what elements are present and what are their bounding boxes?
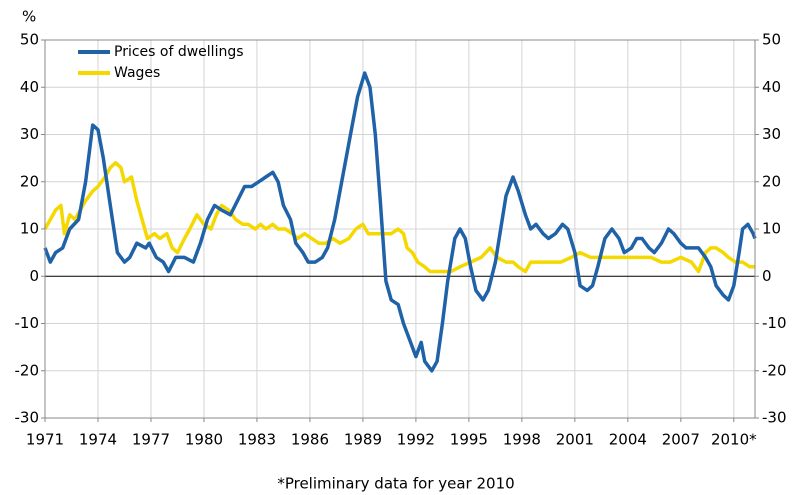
x-tick-label: 2004 [609, 431, 647, 449]
legend: Prices of dwellings Wages [78, 44, 244, 81]
x-tick-label: 1983 [238, 431, 276, 449]
x-tick-label: 1992 [397, 431, 435, 449]
y-tick-label: 50 [20, 31, 39, 49]
y2-tick-label: -30 [762, 409, 787, 427]
labels: -30 -20 -10 0 10 20 30 40 50 -30 -20 -10 0 10 20 30 40 50… [15, 31, 787, 449]
y2-tick-label: 30 [762, 125, 781, 143]
x-tick-label: 1989 [344, 431, 382, 449]
x-tick-label: 1998 [503, 431, 541, 449]
series-line [43, 161, 755, 274]
y-tick-label: -30 [15, 409, 40, 427]
x-tick-label: 1971 [26, 431, 64, 449]
plot-frame [44, 39, 756, 419]
y-tick-label: 40 [20, 78, 39, 96]
y-tick-label: 20 [20, 172, 39, 190]
y2-tick-label: 50 [762, 31, 781, 49]
y2-tick-label: 10 [762, 220, 781, 238]
legend-label: Prices of dwellings [114, 44, 244, 60]
x-tick-label: 2010* [711, 431, 757, 449]
x-tick-label: 1986 [291, 431, 329, 449]
y2-tick-label: 40 [762, 78, 781, 96]
x-tick-label: 1974 [79, 431, 117, 449]
y2-tick-label: 20 [762, 172, 781, 190]
y-tick-label: -10 [15, 314, 40, 332]
y-tick-label: -20 [15, 361, 40, 379]
y2-tick-label: -20 [762, 361, 787, 379]
y-tick-label: 0 [29, 267, 39, 285]
y-axis-unit: % [22, 8, 36, 26]
lines [43, 71, 757, 373]
footnote: *Preliminary data for year 2010 [277, 475, 514, 493]
y-tick-label: 10 [20, 220, 39, 238]
y2-tick-label: -10 [762, 314, 787, 332]
series-line [43, 71, 757, 373]
x-tick-label: 1980 [185, 431, 223, 449]
legend-label: Wages [114, 65, 160, 81]
x-tick-label: 2007 [662, 431, 700, 449]
x-tick-label: 1977 [132, 431, 170, 449]
y2-tick-label: 0 [762, 267, 772, 285]
x-tick-label: 2001 [556, 431, 594, 449]
y-tick-label: 30 [20, 125, 39, 143]
x-tick-label: 1995 [450, 431, 488, 449]
